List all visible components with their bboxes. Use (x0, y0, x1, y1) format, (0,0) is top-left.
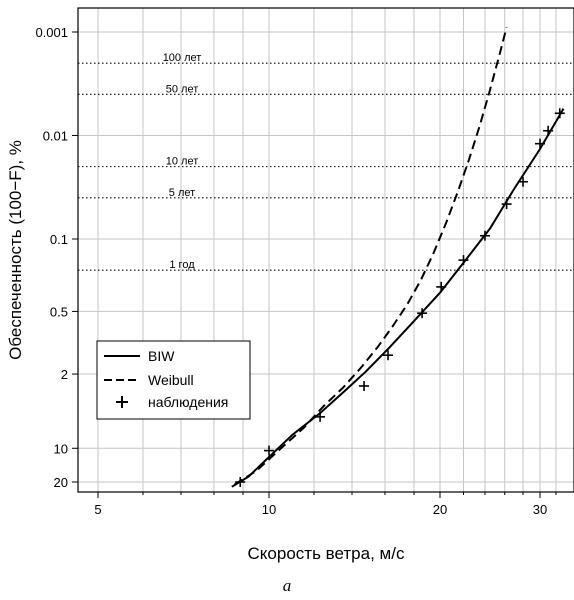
legend-label-observations: наблюдения (148, 394, 228, 410)
x-axis-title: Скорость ветра, м/с (248, 544, 405, 563)
figure-caption: a (282, 576, 292, 595)
observation-marker (436, 281, 447, 292)
return-period-label: 5 лет (169, 187, 195, 199)
observation-marker (383, 350, 394, 361)
observation-marker (235, 477, 246, 487)
return-period-label: 100 лет (163, 52, 202, 64)
y-tick-label: 20 (54, 475, 68, 490)
observation-marker (264, 445, 274, 456)
observation-marker (458, 255, 469, 266)
observation-marker (315, 411, 326, 422)
observation-marker (543, 125, 554, 136)
observation-marker (535, 138, 546, 149)
return-period-label: 50 лет (166, 83, 199, 95)
series-line-weibull (234, 27, 508, 486)
return-period-label: 10 лет (166, 156, 199, 168)
y-tick-label: 0.01 (43, 128, 68, 143)
y-tick-label: 0.5 (50, 304, 68, 319)
x-tick-label: 5 (94, 502, 101, 517)
y-tick-label: 0.1 (50, 232, 68, 247)
y-tick-label: 2 (61, 367, 68, 382)
y-axis-title: Обеспеченность (100−F), % (6, 140, 25, 360)
observation-marker (501, 199, 512, 210)
y-tick-label: 10 (54, 441, 68, 456)
legend: BIW Weibull наблюдения (96, 340, 251, 420)
observation-marker (479, 230, 490, 241)
legend-label-biw: BIW (148, 348, 175, 364)
series-layer (231, 27, 565, 488)
y-tick-label: 0.001 (35, 25, 68, 40)
observation-marker (518, 176, 529, 187)
return-period-lines: 100 лет 50 лет 10 лет 5 лет 1 год (78, 52, 574, 271)
observation-marker (359, 380, 370, 391)
plot-frame (77, 7, 574, 493)
observation-marker (554, 108, 565, 119)
x-tick-label: 20 (433, 502, 447, 517)
observation-marker (417, 308, 428, 319)
x-tick-label: 30 (533, 502, 547, 517)
legend-label-weibull: Weibull (148, 372, 194, 388)
ticks: 5 10 20 30 0.001 0.01 0.1 0.5 2 10 20 (35, 25, 557, 517)
x-tick-label: 10 (262, 502, 276, 517)
return-period-label: 1 год (169, 259, 195, 271)
legend-swatch-observations (116, 396, 128, 408)
